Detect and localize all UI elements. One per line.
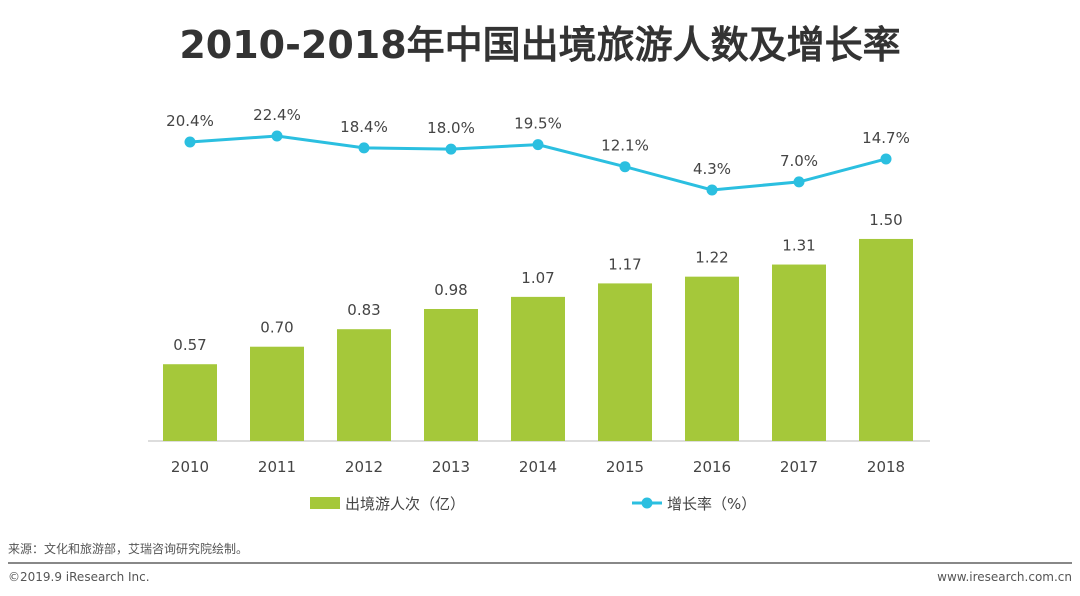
line-point (793, 176, 805, 188)
bar-label: 1.07 (521, 269, 554, 287)
x-tick-label: 2012 (345, 458, 383, 476)
bar (163, 364, 217, 441)
line-point (358, 142, 370, 154)
x-tick-label: 2010 (171, 458, 209, 476)
bar-label: 1.22 (695, 249, 728, 267)
bar-label: 0.70 (260, 319, 293, 337)
bar-label: 1.31 (782, 237, 815, 255)
x-tick-label: 2011 (258, 458, 296, 476)
source-note: 来源：文化和旅游部，艾瑞咨询研究院绘制。 (8, 542, 249, 556)
line-label: 14.7% (862, 129, 910, 147)
line-point (880, 153, 892, 165)
line-label: 19.5% (514, 115, 562, 133)
line-label: 18.4% (340, 118, 388, 136)
legend-bar-swatch (310, 497, 340, 509)
x-tick-label: 2014 (519, 458, 557, 476)
line-point (532, 139, 544, 151)
bar (337, 329, 391, 441)
line-point (271, 130, 283, 142)
line-label: 4.3% (693, 160, 731, 178)
line-label: 12.1% (601, 137, 649, 155)
legend-bar-label: 出境游人次（亿） (345, 495, 465, 513)
bar (424, 308, 478, 441)
bar (511, 296, 565, 441)
chart-title: 2010-2018年中国出境旅游人数及增长率 (179, 23, 901, 67)
line-label: 22.4% (253, 106, 301, 124)
line-point (706, 184, 718, 196)
bar-label: 0.83 (347, 301, 380, 319)
line-point (184, 136, 196, 148)
line-label: 7.0% (780, 152, 818, 170)
copyright: ©2019.9 iResearch Inc. (8, 570, 150, 584)
divider (8, 562, 1072, 564)
bar-label: 0.98 (434, 281, 467, 299)
bar (859, 238, 913, 441)
bar-label: 0.57 (173, 336, 206, 354)
x-tick-label: 2013 (432, 458, 470, 476)
x-tick-label: 2016 (693, 458, 731, 476)
bar-label: 1.17 (608, 255, 641, 273)
x-tick-label: 2018 (867, 458, 905, 476)
bar-label: 1.50 (869, 211, 902, 229)
bar (250, 346, 304, 441)
line-label: 20.4% (166, 112, 214, 130)
bar (685, 276, 739, 441)
bar (772, 264, 826, 441)
bar (598, 283, 652, 441)
legend-line-label: 增长率（%） (667, 495, 756, 513)
line-point (445, 143, 457, 155)
line-point (619, 161, 631, 173)
x-tick-label: 2017 (780, 458, 818, 476)
line-label: 18.0% (427, 119, 475, 137)
legend-line-marker (641, 497, 653, 509)
website: www.iresearch.com.cn (937, 570, 1072, 584)
x-tick-label: 2015 (606, 458, 644, 476)
